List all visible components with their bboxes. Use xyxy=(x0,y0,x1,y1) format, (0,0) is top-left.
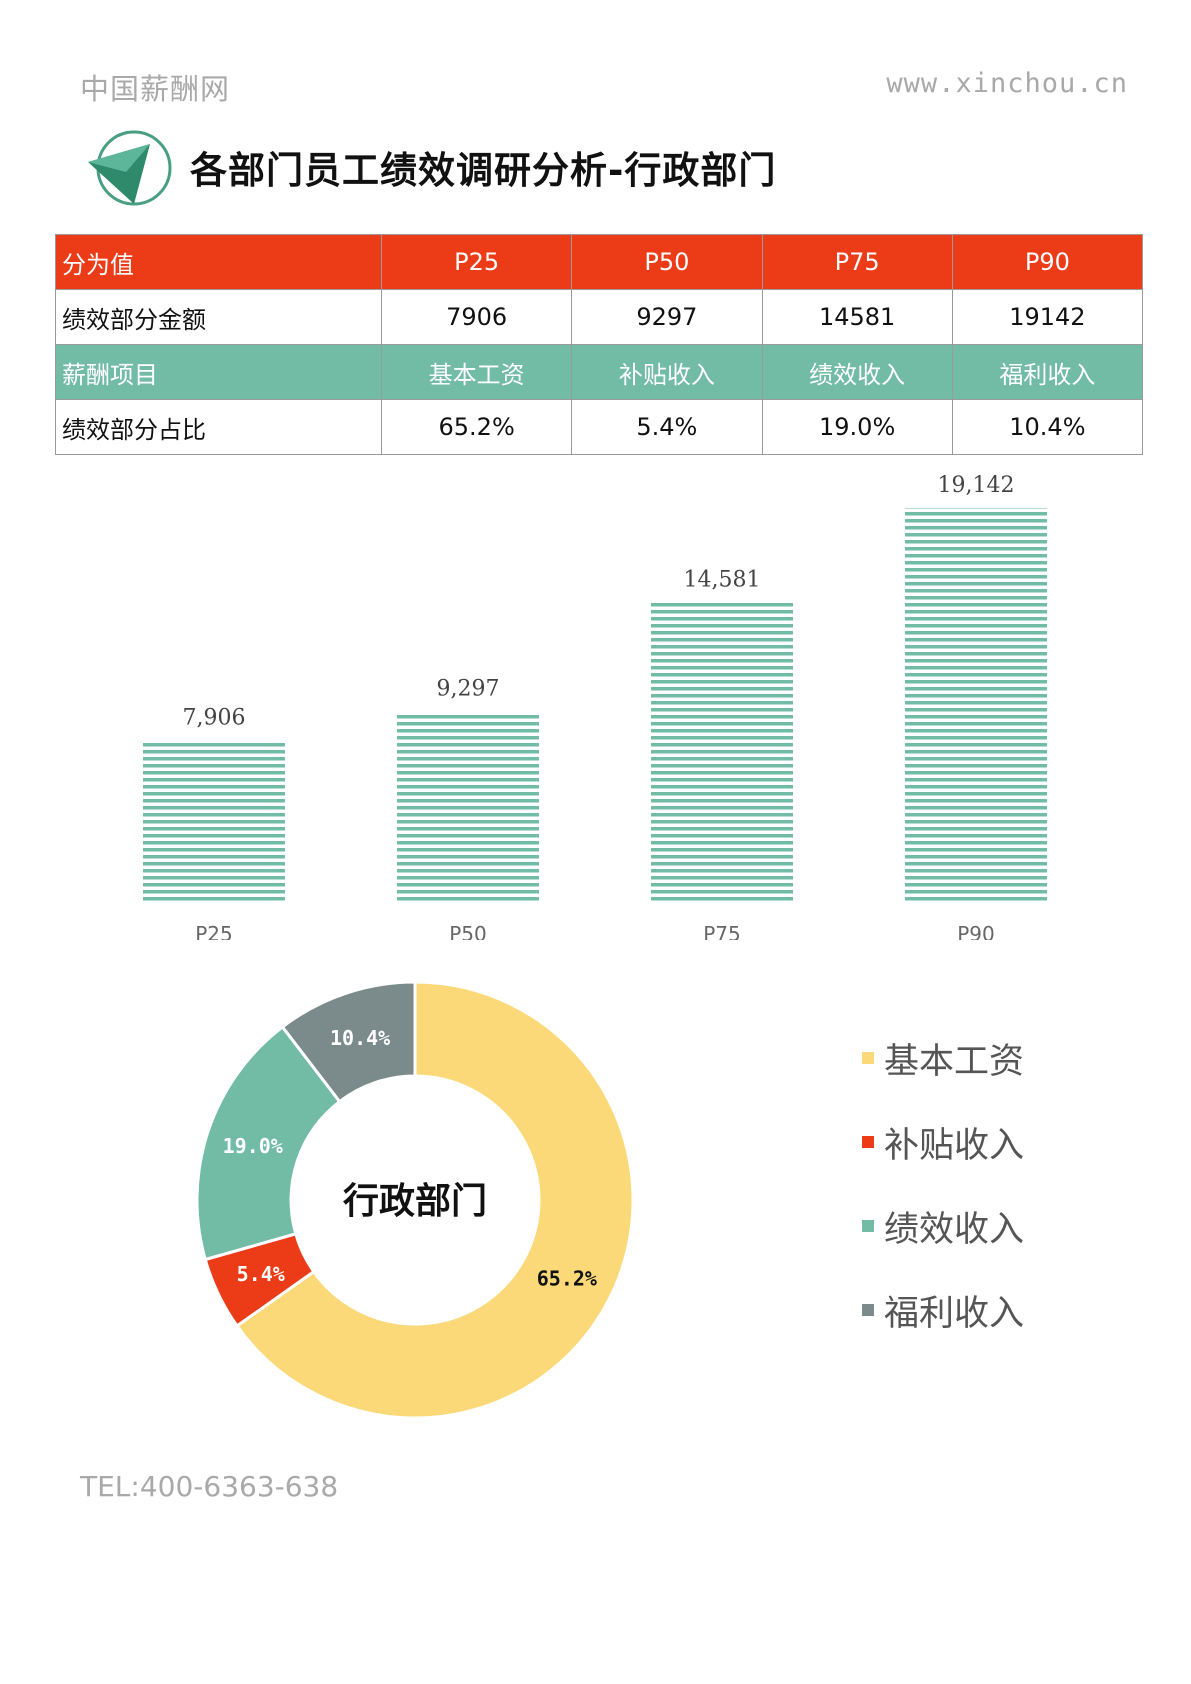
table-cell: 福利收入 xyxy=(951,344,1144,400)
legend-item: 福利收入 xyxy=(862,1268,1024,1352)
table-row-header: 绩效部分金额 xyxy=(55,289,382,345)
bar-p90 xyxy=(905,508,1047,904)
page-title: 各部门员工绩效调研分析-行政部门 xyxy=(190,149,777,192)
table-cell: 10.4% xyxy=(951,399,1144,455)
table-cell: P90 xyxy=(951,234,1144,290)
legend-label: 福利收入 xyxy=(884,1293,1025,1334)
percentile-bar-chart: 7,906 P25 9,297 P50 14,581 P75 19,142 P90 xyxy=(143,473,1047,940)
table-cell: 9297 xyxy=(571,289,763,345)
x-tick-label: P25 xyxy=(195,922,233,940)
table-cell: 基本工资 xyxy=(380,344,573,400)
slice-percent-label: 10.4% xyxy=(330,1026,390,1050)
table-row: 绩效部分金额 7906 9297 14581 19142 xyxy=(55,289,1144,345)
table-cell: P75 xyxy=(761,234,953,290)
legend-item: 补贴收入 xyxy=(862,1100,1024,1184)
table-row-header: 绩效部分占比 xyxy=(55,399,382,455)
table-cell: 5.4% xyxy=(571,399,763,455)
donut-legend: 基本工资补贴收入绩效收入福利收入 xyxy=(862,1016,1024,1352)
table-cell: P25 xyxy=(380,234,573,290)
table-cell: 19.0% xyxy=(761,399,953,455)
legend-swatch xyxy=(862,1304,874,1316)
bar-p50 xyxy=(397,711,539,904)
donut-slice xyxy=(280,980,417,1104)
legend-label: 绩效收入 xyxy=(884,1209,1025,1250)
salary-composition-donut: 65.2% 5.4% 19.0% 10.4% 行政部门 xyxy=(195,980,635,1420)
footer-tel: TEL:400-6363-638 xyxy=(80,1470,339,1503)
legend-swatch xyxy=(862,1052,874,1064)
donut-slice xyxy=(234,980,635,1420)
bar-value-label: 19,142 xyxy=(938,473,1015,498)
table-cell: 补贴收入 xyxy=(571,344,763,400)
table-cell: P50 xyxy=(571,234,763,290)
table-row-header: 分为值 xyxy=(55,234,382,290)
donut-slice xyxy=(195,1024,342,1262)
legend-item: 基本工资 xyxy=(862,1016,1024,1100)
slice-percent-label: 19.0% xyxy=(223,1134,283,1158)
legend-swatch xyxy=(862,1136,874,1148)
bar-value-label: 7,906 xyxy=(183,705,246,730)
legend-label: 补贴收入 xyxy=(884,1125,1025,1166)
slice-percent-label: 5.4% xyxy=(237,1262,285,1286)
x-tick-label: P75 xyxy=(703,922,741,940)
table-row: 绩效部分占比 65.2% 5.4% 19.0% 10.4% xyxy=(55,399,1144,455)
brand-name: 中国薪酬网 xyxy=(80,72,231,106)
summary-table: 分为值 P25 P50 P75 P90 绩效部分金额 7906 9297 14581 19142 薪… xyxy=(55,234,1144,455)
x-tick-label: P90 xyxy=(957,922,995,940)
bar-value-label: 14,581 xyxy=(684,567,761,592)
legend-label: 基本工资 xyxy=(884,1041,1025,1082)
bar-p25 xyxy=(143,740,285,904)
table-cell: 65.2% xyxy=(380,399,573,455)
bar-value-label: 9,297 xyxy=(437,677,500,702)
donut-center-label: 行政部门 xyxy=(343,1181,487,1222)
table-row-header: 薪酬项目 xyxy=(55,344,382,400)
table-cell: 14581 xyxy=(761,289,953,345)
table-cell: 7906 xyxy=(380,289,573,345)
slice-percent-label: 65.2% xyxy=(537,1267,597,1291)
table-cell: 绩效收入 xyxy=(761,344,953,400)
site-url[interactable]: www.xinchou.cn xyxy=(886,68,1128,99)
legend-swatch xyxy=(862,1220,874,1232)
table-row: 薪酬项目 基本工资 补贴收入 绩效收入 福利收入 xyxy=(55,344,1144,400)
logo-icon xyxy=(88,130,172,206)
x-tick-label: P50 xyxy=(449,922,487,940)
table-cell: 19142 xyxy=(951,289,1144,345)
legend-item: 绩效收入 xyxy=(862,1184,1024,1268)
table-row: 分为值 P25 P50 P75 P90 xyxy=(55,234,1144,290)
bar-p75 xyxy=(651,602,793,904)
